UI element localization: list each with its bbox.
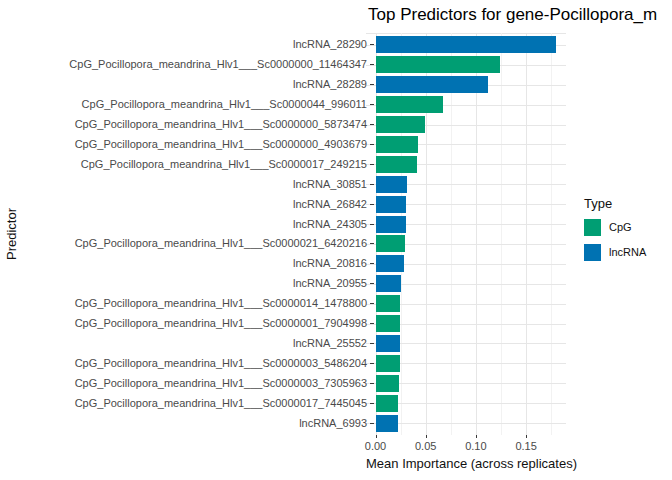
y-axis-tick-label: lncRNA_6993 [0, 417, 367, 430]
x-axis-tick-label: 0.10 [454, 440, 498, 452]
gridline-minor-v [551, 33, 552, 435]
y-axis-tick-label: lncRNA_30851 [0, 178, 367, 191]
importance-bar [376, 235, 405, 252]
y-axis-tick [370, 224, 374, 225]
y-axis-tick-label: CpG_Pocillopora_meandrina_Hlv1___Sc00000… [0, 138, 367, 151]
importance-bar [376, 395, 398, 412]
importance-bar [376, 116, 425, 133]
y-axis-tick-label: CpG_Pocillopora_meandrina_Hlv1___Sc00000… [0, 357, 367, 370]
y-axis-tick-label: lncRNA_28290 [0, 38, 367, 51]
x-axis-tick [476, 435, 477, 438]
legend-label-lncrna: lncRNA [609, 244, 646, 261]
x-axis-title: Mean Importance (across replicates) [366, 456, 566, 471]
y-axis-tick [370, 84, 374, 85]
bar-chart: Top Predictors for gene-Pocillopora_m Pr… [0, 0, 672, 480]
y-axis-tick [370, 303, 374, 304]
importance-bar [376, 136, 418, 153]
importance-bar [376, 216, 406, 233]
legend-swatch-lncrna [584, 244, 601, 261]
gridline-minor-v [501, 33, 502, 435]
y-axis-tick [370, 44, 374, 45]
importance-bar [376, 335, 400, 352]
y-axis-tick [370, 104, 374, 105]
y-axis-tick-label: CpG_Pocillopora_meandrina_Hlv1___Sc00000… [0, 118, 367, 131]
panel-top-edge-line [366, 33, 566, 34]
gridline-minor-v [451, 33, 452, 435]
y-axis-tick [370, 184, 374, 185]
importance-bar [376, 355, 400, 372]
gridline-minor-v [401, 33, 402, 435]
gridline-major-v [476, 33, 477, 435]
chart-title: Top Predictors for gene-Pocillopora_m [368, 5, 657, 25]
legend: Type CpG lncRNA [584, 196, 670, 286]
y-axis-tick-label: lncRNA_25552 [0, 337, 367, 350]
legend-label-cpg: CpG [609, 219, 632, 236]
importance-bar [376, 275, 401, 292]
gridline-major-v [526, 33, 527, 435]
y-axis-tick [370, 124, 374, 125]
importance-bar [376, 415, 398, 432]
y-axis-tick-label: CpG_Pocillopora_meandrina_Hlv1___Sc00000… [0, 297, 367, 310]
x-axis-tick-label: 0.15 [504, 440, 548, 452]
importance-bar [376, 315, 400, 332]
y-axis-title: Predictor [4, 208, 19, 260]
y-axis-tick-label: CpG_Pocillopora_meandrina_Hlv1___Sc00000… [0, 317, 367, 330]
x-axis-tick [426, 435, 427, 438]
y-axis-tick [370, 323, 374, 324]
importance-bar [376, 255, 404, 272]
importance-bar [376, 36, 557, 53]
y-axis-tick-label: CpG_Pocillopora_meandrina_Hlv1___Sc00000… [0, 237, 367, 250]
importance-bar [376, 156, 417, 173]
x-axis-tick-label: 0.05 [404, 440, 448, 452]
legend-title: Type [584, 196, 612, 211]
y-axis-tick-label: CpG_Pocillopora_meandrina_Hlv1___Sc00000… [0, 397, 367, 410]
y-axis-tick [370, 164, 374, 165]
importance-bar [376, 196, 406, 213]
x-axis-tick [526, 435, 527, 438]
gridline-major-v [426, 33, 427, 435]
y-axis-tick-label: CpG_Pocillopora_meandrina_Hlv1___Sc00000… [0, 377, 367, 390]
y-axis-tick [370, 283, 374, 284]
importance-bar [376, 375, 399, 392]
importance-bar [376, 96, 443, 113]
y-axis-tick [370, 403, 374, 404]
y-axis-tick-label: lncRNA_26842 [0, 198, 367, 211]
importance-bar [376, 295, 400, 312]
y-axis-tick [370, 343, 374, 344]
y-axis-tick-label: lncRNA_20955 [0, 277, 367, 290]
y-axis-tick [370, 144, 374, 145]
y-axis-tick [370, 204, 374, 205]
y-axis-tick [370, 64, 374, 65]
x-axis-tick [376, 435, 377, 438]
y-axis-tick [370, 423, 374, 424]
y-axis-tick-label: CpG_Pocillopora_meandrina_Hlv1___Sc00000… [0, 158, 367, 171]
plot-panel [366, 33, 566, 435]
y-axis-tick [370, 383, 374, 384]
importance-bar [376, 176, 407, 193]
y-axis-tick [370, 243, 374, 244]
importance-bar [376, 56, 500, 73]
y-axis-tick-label: CpG_Pocillopora_meandrina_Hlv1___Sc00000… [0, 58, 367, 71]
legend-swatch-cpg [584, 219, 601, 236]
importance-bar [376, 76, 488, 93]
y-axis-tick-label: lncRNA_28289 [0, 78, 367, 91]
y-axis-tick-label: CpG_Pocillopora_meandrina_Hlv1___Sc00000… [0, 98, 367, 111]
y-axis-tick-label: lncRNA_20816 [0, 257, 367, 270]
y-axis-tick-label: lncRNA_24305 [0, 218, 367, 231]
y-axis-tick [370, 263, 374, 264]
x-axis-tick-label: 0.00 [354, 440, 398, 452]
y-axis-tick [370, 363, 374, 364]
